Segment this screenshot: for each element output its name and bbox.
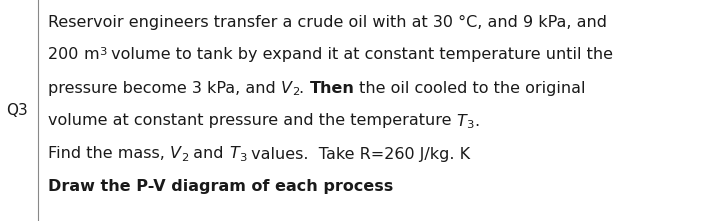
- Text: Draw the P-V diagram of each process: Draw the P-V diagram of each process: [48, 179, 393, 194]
- Text: volume to tank by expand it at constant temperature until the: volume to tank by expand it at constant …: [107, 48, 614, 63]
- Text: 3: 3: [99, 47, 107, 57]
- Text: T: T: [457, 114, 467, 128]
- Text: and: and: [188, 147, 229, 162]
- Text: V: V: [281, 80, 292, 95]
- Text: .: .: [299, 80, 310, 95]
- Text: m: m: [83, 48, 99, 63]
- Text: values.  Take R=260 J/kg. K: values. Take R=260 J/kg. K: [246, 147, 470, 162]
- Text: V: V: [170, 147, 181, 162]
- Text: .: .: [474, 114, 479, 128]
- Text: Then: Then: [310, 80, 354, 95]
- Text: T: T: [229, 147, 239, 162]
- Text: Q3: Q3: [6, 103, 28, 118]
- Text: Reservoir engineers transfer a crude oil with at 30 °C, and 9 kPa, and: Reservoir engineers transfer a crude oil…: [48, 15, 607, 29]
- Text: Find the mass,: Find the mass,: [48, 147, 170, 162]
- Text: the oil cooled to the original: the oil cooled to the original: [354, 80, 586, 95]
- Text: 2: 2: [292, 87, 299, 97]
- Text: pressure become 3 kPa, and: pressure become 3 kPa, and: [48, 80, 281, 95]
- Text: volume at constant pressure and the temperature: volume at constant pressure and the temp…: [48, 114, 457, 128]
- Text: 200: 200: [48, 48, 83, 63]
- Text: 3: 3: [239, 153, 246, 163]
- Text: 2: 2: [181, 153, 188, 163]
- Text: 3: 3: [467, 120, 474, 130]
